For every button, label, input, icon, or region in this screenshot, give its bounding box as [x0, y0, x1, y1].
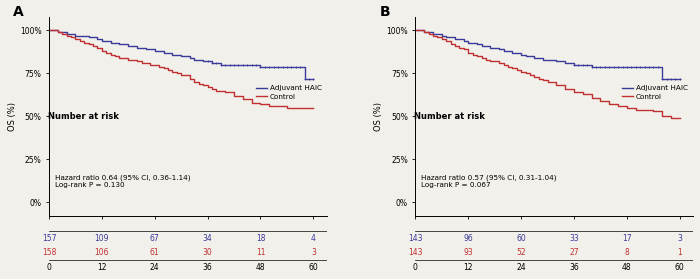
Legend: Adjuvant HAIC, Control: Adjuvant HAIC, Control: [621, 84, 690, 101]
Text: 24: 24: [150, 263, 160, 272]
Text: 157: 157: [42, 234, 56, 243]
Text: 96: 96: [463, 234, 473, 243]
Text: 12: 12: [97, 263, 106, 272]
Text: 109: 109: [94, 234, 109, 243]
Text: Number at risk: Number at risk: [48, 112, 118, 121]
Text: Hazard ratio 0.57 (95% CI, 0.31-1.04)
Log-rank P = 0.067: Hazard ratio 0.57 (95% CI, 0.31-1.04) Lo…: [421, 175, 556, 188]
Text: 48: 48: [622, 263, 631, 272]
Text: 30: 30: [203, 248, 213, 257]
Text: Number at risk: Number at risk: [414, 112, 485, 121]
Text: 0: 0: [47, 263, 51, 272]
Text: 12: 12: [463, 263, 473, 272]
Text: B: B: [379, 5, 390, 19]
Text: 93: 93: [463, 248, 473, 257]
Text: 60: 60: [675, 263, 685, 272]
Text: 36: 36: [569, 263, 579, 272]
Text: 18: 18: [256, 234, 265, 243]
Text: 1: 1: [678, 248, 682, 257]
Text: 60: 60: [309, 263, 318, 272]
Y-axis label: OS (%): OS (%): [374, 102, 384, 131]
Text: 36: 36: [203, 263, 213, 272]
Text: 11: 11: [256, 248, 265, 257]
Y-axis label: OS (%): OS (%): [8, 102, 17, 131]
Text: 0: 0: [413, 263, 418, 272]
Text: 106: 106: [94, 248, 109, 257]
Legend: Adjuvant HAIC, Control: Adjuvant HAIC, Control: [254, 84, 323, 101]
Text: 52: 52: [517, 248, 526, 257]
Text: 24: 24: [517, 263, 526, 272]
Text: 48: 48: [256, 263, 265, 272]
Text: Hazard ratio 0.64 (95% CI, 0.36-1.14)
Log-rank P = 0.130: Hazard ratio 0.64 (95% CI, 0.36-1.14) Lo…: [55, 175, 190, 188]
Text: 143: 143: [408, 248, 423, 257]
Text: 61: 61: [150, 248, 160, 257]
Text: 143: 143: [408, 234, 423, 243]
Text: A: A: [13, 5, 24, 19]
Text: 3: 3: [678, 234, 682, 243]
Text: 8: 8: [624, 248, 629, 257]
Text: 33: 33: [569, 234, 579, 243]
Text: 158: 158: [42, 248, 56, 257]
Text: 27: 27: [569, 248, 579, 257]
Text: 34: 34: [203, 234, 213, 243]
Text: 60: 60: [517, 234, 526, 243]
Text: 17: 17: [622, 234, 631, 243]
Text: 4: 4: [311, 234, 316, 243]
Text: 3: 3: [311, 248, 316, 257]
Text: 67: 67: [150, 234, 160, 243]
